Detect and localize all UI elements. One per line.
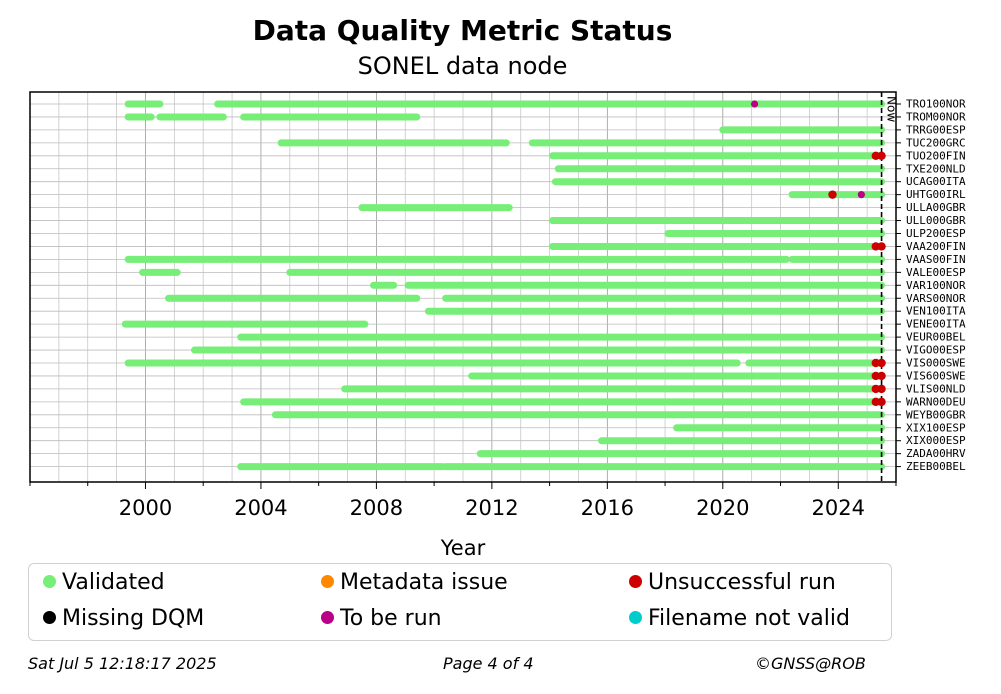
legend-label: Missing DQM xyxy=(62,606,205,631)
status-point xyxy=(877,384,886,394)
station-label: ULLA00GBR xyxy=(906,201,966,214)
status-point xyxy=(871,358,880,368)
station-label: TROM00NOR xyxy=(906,110,966,123)
footer-page: Page 4 of 4 xyxy=(443,654,534,673)
status-point xyxy=(877,242,886,251)
station-label: VAAS00FIN xyxy=(906,253,966,266)
to-be-run-dot-icon xyxy=(321,611,334,624)
status-point xyxy=(857,191,865,199)
station-label: ULL000GBR xyxy=(906,214,966,227)
metadata-dot-icon xyxy=(321,575,334,588)
status-point xyxy=(877,151,886,160)
status-point xyxy=(871,397,880,407)
station-label: VIGO00ESP xyxy=(906,344,966,357)
legend-item-metadata: Metadata issue xyxy=(321,570,508,595)
filename-dot-icon xyxy=(629,611,642,624)
station-label: TRO100NOR xyxy=(906,98,966,111)
station-label: XIX100ESP xyxy=(906,421,966,434)
legend-label: Unsuccessful run xyxy=(648,570,836,595)
x-tick-label: 2008 xyxy=(350,496,403,520)
station-label: VEN100ITA xyxy=(906,305,966,318)
status-point xyxy=(871,384,880,394)
status-point xyxy=(750,100,759,108)
station-label: WEYB00GBR xyxy=(906,408,966,421)
status-point xyxy=(828,190,837,199)
station-label: VIS000SWE xyxy=(906,357,966,370)
now-label: Now xyxy=(885,96,899,122)
status-point xyxy=(871,151,880,160)
x-tick-label: 2000 xyxy=(119,496,172,520)
footer-timestamp: Sat Jul 5 12:18:17 2025 xyxy=(28,654,217,673)
legend: Validated Metadata issue Unsuccessful ru… xyxy=(28,563,892,641)
chart-title: Data Quality Metric Status xyxy=(252,14,673,47)
legend-item-unsuccessful: Unsuccessful run xyxy=(629,570,836,595)
station-label: TUC200GRC xyxy=(906,136,966,149)
station-label: VAR100NOR xyxy=(906,279,966,292)
legend-item-to-be-run: To be run xyxy=(321,606,442,631)
station-label: XIX000ESP xyxy=(906,434,966,447)
station-label: WARN00DEU xyxy=(906,395,966,408)
station-label: VIS600SWE xyxy=(906,369,966,382)
timeline-plot: Now TRO100NORTROM00NORTRRG00ESPTUC200GRCT… xyxy=(29,91,966,560)
station-label: VEUR00BEL xyxy=(906,331,966,344)
legend-item-missing: Missing DQM xyxy=(43,606,204,631)
station-label: VALE00ESP xyxy=(906,266,966,279)
station-label: UCAG00ITA xyxy=(906,175,966,188)
validated-dot-icon xyxy=(43,575,56,588)
legend-label: To be run xyxy=(340,606,442,631)
station-label: VAA200FIN xyxy=(906,240,966,253)
chart-subtitle: SONEL data node xyxy=(357,52,568,80)
status-point xyxy=(871,371,880,381)
legend-item-filename: Filename not valid xyxy=(629,606,850,631)
station-label: TUO200FIN xyxy=(906,149,966,162)
x-tick-label: 2016 xyxy=(581,496,634,520)
status-point xyxy=(871,242,880,251)
station-label: TRRG00ESP xyxy=(906,123,966,136)
x-tick-label: 2024 xyxy=(812,496,865,520)
legend-item-validated: Validated xyxy=(43,570,165,595)
station-label: ZEEB00BEL xyxy=(906,460,966,473)
station-label: VARS00NOR xyxy=(906,292,966,305)
unsuccessful-dot-icon xyxy=(629,575,642,588)
plot-frame xyxy=(29,91,897,483)
x-axis-label: Year xyxy=(440,536,486,560)
station-label: TXE200NLD xyxy=(906,162,966,175)
station-label: UHTG00IRL xyxy=(906,188,966,201)
x-tick-label: 2020 xyxy=(696,496,749,520)
legend-label: Validated xyxy=(62,570,165,595)
legend-label: Metadata issue xyxy=(340,570,508,595)
station-label: VENE00ITA xyxy=(906,318,966,331)
station-label: ZADA00HRV xyxy=(906,447,966,460)
status-point xyxy=(877,371,886,381)
x-tick-label: 2004 xyxy=(234,496,287,520)
station-label: ULP200ESP xyxy=(906,227,966,240)
legend-label: Filename not valid xyxy=(648,606,850,631)
status-point xyxy=(877,397,886,407)
footer-copyright: ©GNSS@ROB xyxy=(755,654,866,673)
station-label: VLIS00NLD xyxy=(906,382,966,395)
missing-dot-icon xyxy=(43,611,56,624)
x-tick-label: 2012 xyxy=(465,496,518,520)
status-point xyxy=(877,358,886,368)
